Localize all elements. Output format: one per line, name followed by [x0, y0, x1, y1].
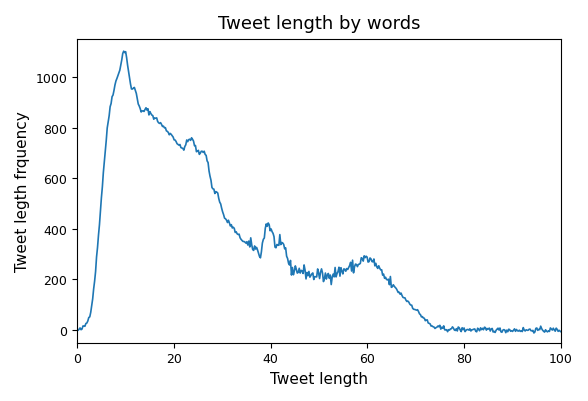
Y-axis label: Tweet legth frquency: Tweet legth frquency [15, 111, 30, 271]
X-axis label: Tweet length: Tweet length [270, 371, 368, 386]
Title: Tweet length by words: Tweet length by words [218, 15, 420, 33]
